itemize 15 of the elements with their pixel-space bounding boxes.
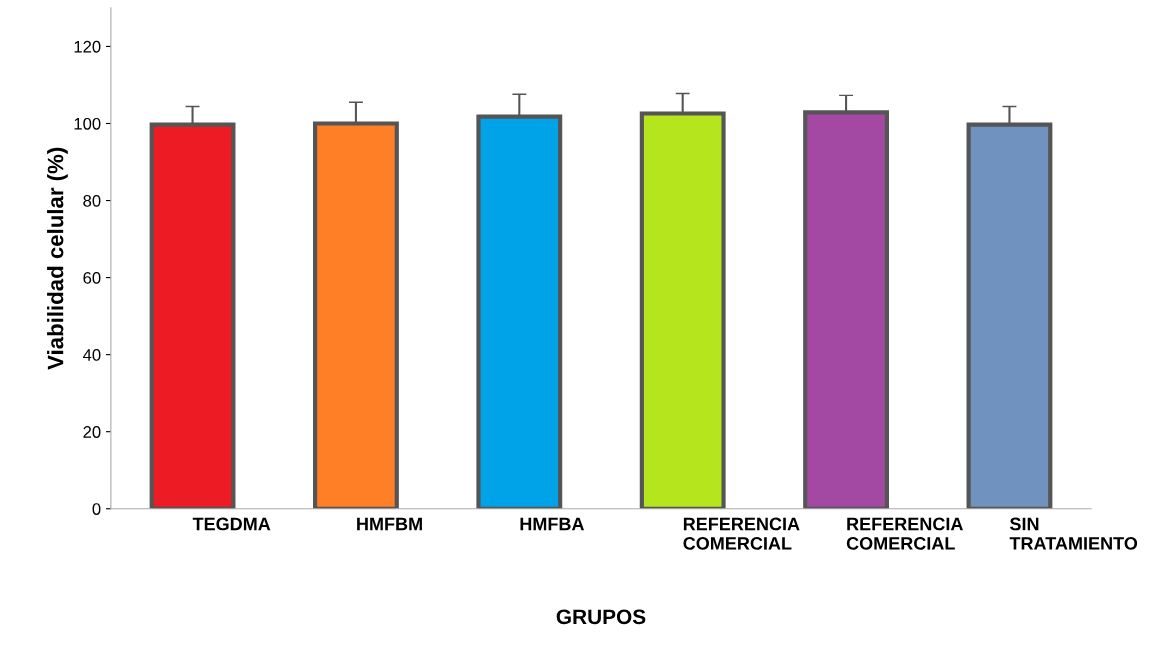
y-tick-label: 100	[74, 117, 101, 130]
x-tick-label: HMFBA	[520, 517, 585, 531]
x-axis-title: GRUPOS	[556, 609, 646, 625]
x-tick-label: TEGDMA	[192, 517, 271, 531]
y-tick-label: 40	[82, 349, 101, 361]
y-tick-label: 80	[83, 194, 101, 207]
y-tick-label: 20	[83, 426, 101, 438]
y-tick-label: 60	[83, 271, 101, 284]
x-tick-label: REFERENCIA COMERCIAL	[846, 517, 963, 550]
x-tick-label: HMFBM	[357, 517, 422, 531]
x-tick-label: REFERENCIA COMERCIAL	[683, 517, 800, 550]
y-tick-label: 0	[92, 503, 101, 515]
y-tick-label: 120	[74, 40, 101, 53]
x-tick-label: SIN TRATAMIENTO	[1009, 517, 1138, 550]
y-axis-title: Viabilidad celular (%)	[47, 147, 68, 370]
